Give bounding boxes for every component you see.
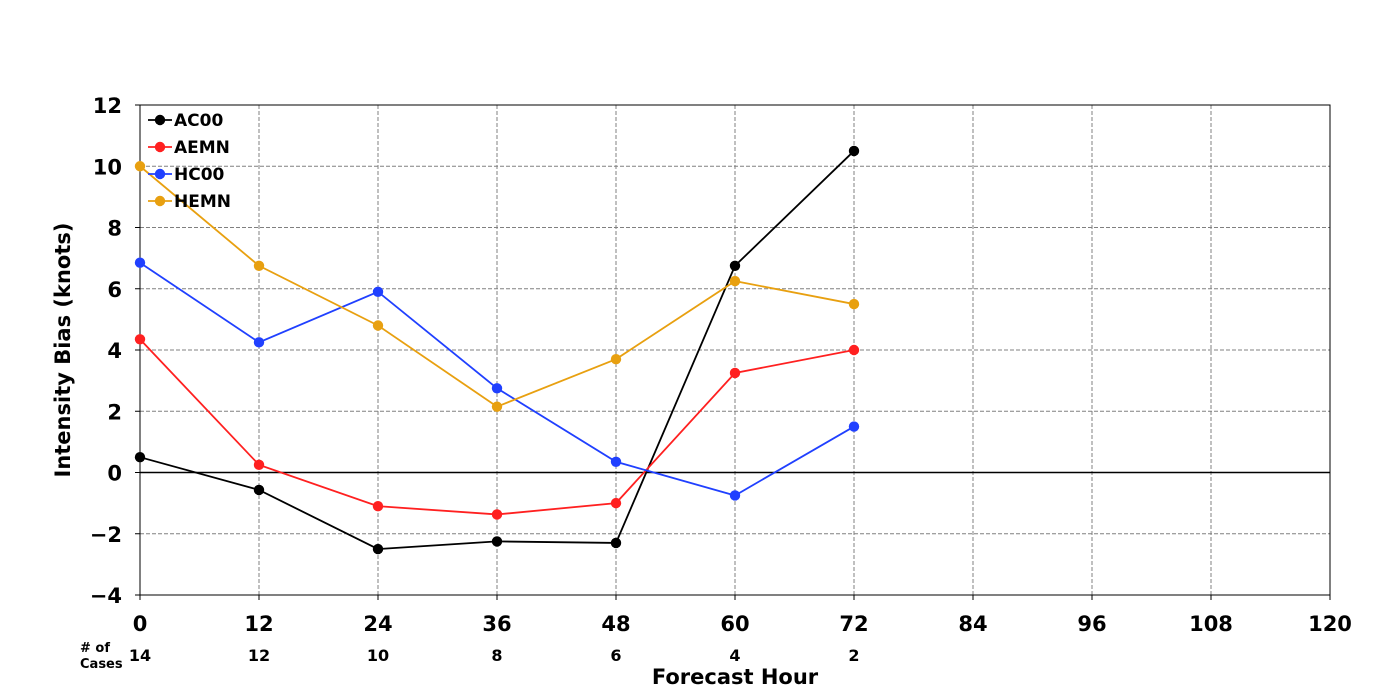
series-hc00 [134,257,860,501]
data-point [491,401,503,412]
data-point [729,367,741,379]
y-tick-label: 12 [93,94,122,118]
data-point [253,459,265,471]
legend-marker [154,168,166,180]
cases-value: 12 [248,646,270,665]
data-point [729,490,741,501]
data-point [491,509,503,520]
y-tick-label: 6 [107,278,122,302]
y-tick-label: 4 [107,339,122,363]
data-point [134,334,146,345]
data-point [253,260,265,271]
x-tick-label: 120 [1308,612,1352,636]
data-point [610,456,622,467]
legend-entry-hc00: HC00 [148,165,225,185]
legend-marker [154,114,166,126]
data-point [134,257,146,268]
legend-entry-ac00: AC00 [148,111,223,131]
data-point [848,344,860,356]
legend-label: HC00 [174,165,225,185]
legend-label: AC00 [174,111,223,131]
legend-entry-hemn: HEMN [148,192,231,212]
cases-value: 6 [610,646,621,665]
y-axis-title: Intensity Bias (knots) [51,223,75,478]
cases-label-line1: # of [80,641,110,656]
data-point [372,286,384,298]
data-point [372,500,384,512]
x-tick-label: 24 [363,612,392,636]
data-point [729,275,741,287]
data-point [134,451,146,463]
cases-value: 2 [848,646,859,665]
series-aemn [134,334,860,520]
x-tick-label: 108 [1189,612,1233,636]
y-tick-label: 8 [107,217,122,241]
data-point [253,484,265,496]
data-point [610,537,622,549]
data-point [729,260,741,271]
series-hemn [134,161,860,412]
data-point [610,497,622,509]
data-point [372,320,384,331]
axes [135,104,1331,600]
x-tick-label: 36 [482,612,511,636]
cases-value: 8 [491,646,502,665]
series-ac00 [134,145,860,555]
legend-marker [154,195,166,207]
x-tick-label: 48 [601,612,630,636]
legend-entry-aemn: AEMN [148,138,230,158]
cases-value: 4 [729,646,740,665]
legend-label: AEMN [174,138,230,158]
x-tick-label: 72 [839,612,868,636]
x-tick-label: 60 [720,612,749,636]
data-point [491,536,503,547]
grid-lines [140,105,1330,595]
x-tick-label: 0 [133,612,148,636]
cases-value: 14 [129,646,151,665]
y-tick-label: 0 [107,462,122,486]
data-point [610,353,622,365]
data-point [848,421,860,432]
x-tick-label: 96 [1077,612,1106,636]
y-tick-label: −2 [90,523,122,547]
x-tick-label: 84 [958,612,987,636]
cases-label-line2: Cases [80,657,123,672]
legend: AC00 AEMN HC00 HEMN [148,111,231,212]
y-tick-label: −4 [90,584,122,608]
y-tick-label: 10 [93,155,122,179]
data-series [134,145,860,555]
x-axis-title: Forecast Hour [652,665,819,689]
x-tick-label: 12 [244,612,273,636]
data-point [372,543,384,555]
y-tick-label: 2 [107,400,122,424]
legend-label: HEMN [174,192,231,212]
data-point [491,383,503,394]
cases-value: 10 [367,646,389,665]
data-point [848,145,860,157]
data-point [134,161,146,172]
legend-marker [154,141,166,153]
data-point [253,337,265,348]
data-point [848,298,860,310]
